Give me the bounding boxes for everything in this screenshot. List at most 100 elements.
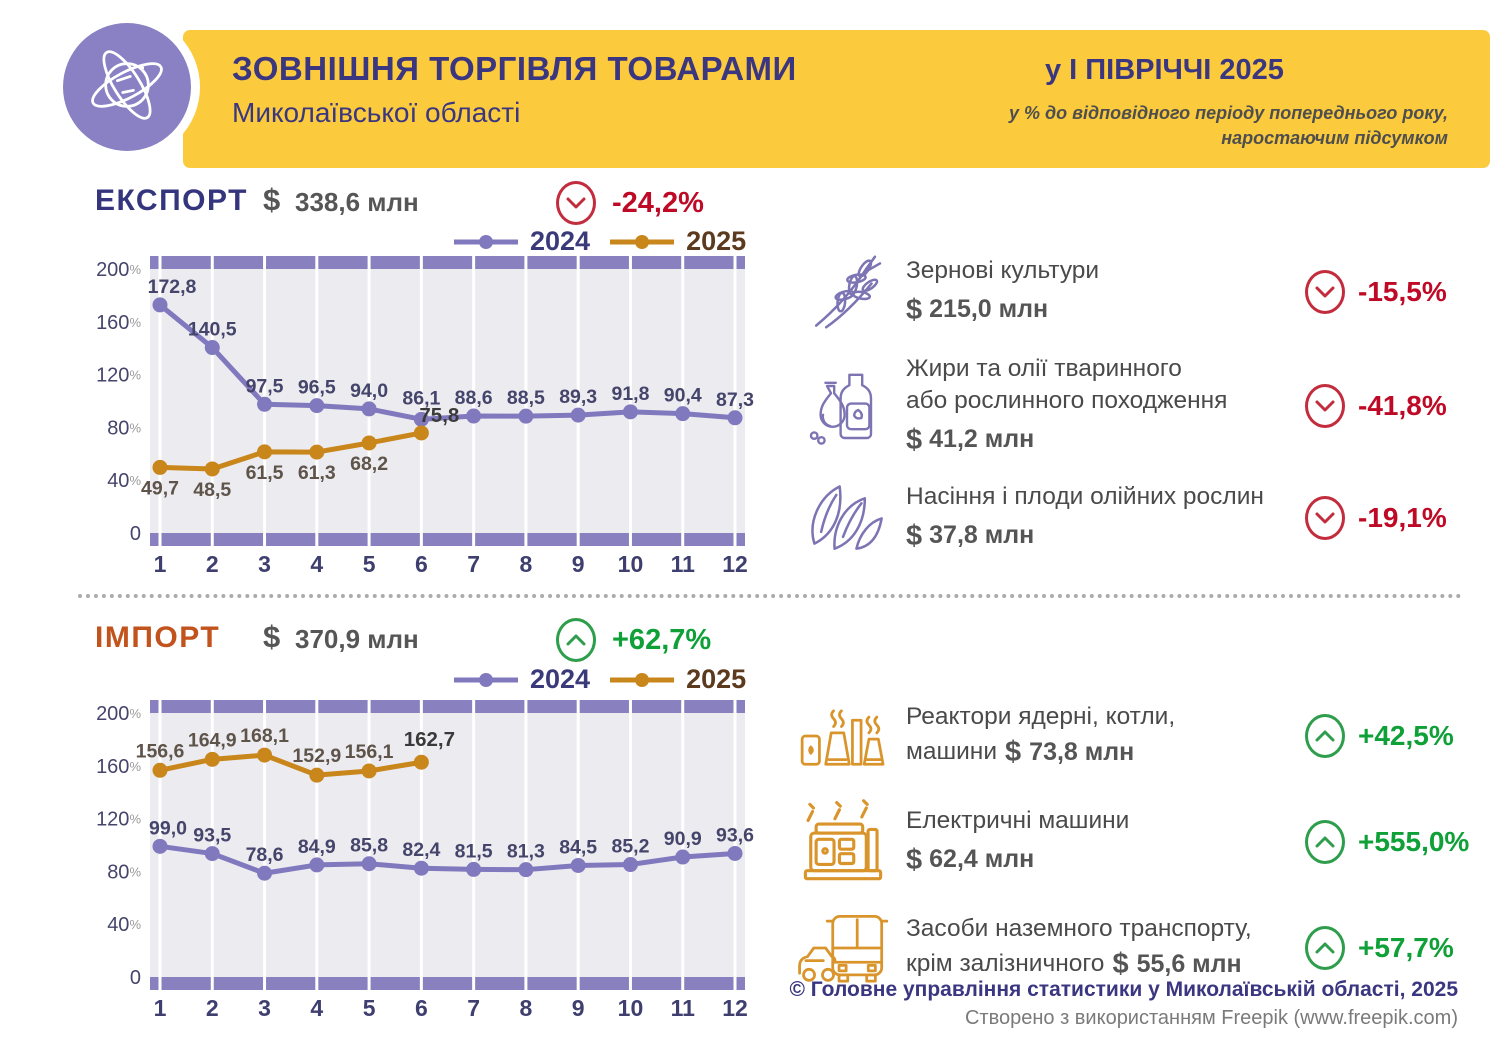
svg-text:75,8: 75,8 — [419, 404, 459, 427]
svg-text:88,5: 88,5 — [507, 387, 545, 409]
svg-text:91,8: 91,8 — [611, 383, 649, 405]
svg-text:82,4: 82,4 — [402, 839, 440, 861]
arrow-down-circle-icon — [1305, 384, 1345, 428]
export-currency-symbol: $ — [263, 182, 281, 217]
svg-text:89,3: 89,3 — [559, 386, 597, 408]
svg-text:164,9: 164,9 — [188, 729, 237, 751]
svg-text:10: 10 — [618, 551, 644, 577]
svg-text:7: 7 — [467, 551, 480, 577]
svg-text:61,5: 61,5 — [246, 462, 284, 484]
ground-transport-icon — [798, 902, 888, 994]
section-divider — [78, 594, 1462, 598]
svg-text:3: 3 — [258, 551, 271, 577]
legend-item-2025: 2025 — [608, 226, 746, 257]
legend-2024-swatch-icon — [452, 664, 520, 695]
change-badge: +555,0% — [1305, 820, 1482, 864]
import-item-electric-machines: Електричні машини $ 62,4 млн +555,0% — [798, 794, 1482, 890]
import-total-amount: 370,9 млн — [295, 624, 419, 654]
item-label: Зернові культури — [906, 257, 1100, 285]
svg-text:68,2: 68,2 — [350, 453, 388, 475]
svg-text:11: 11 — [671, 995, 696, 1021]
svg-text:120%: 120% — [96, 365, 141, 387]
item-label: Електричні машини — [906, 807, 1130, 835]
export-chart-legend: 2024 2025 — [452, 226, 746, 257]
item-label: Насіння і плоди олійних рослин — [906, 483, 1264, 511]
svg-text:2: 2 — [206, 995, 219, 1021]
electric-machine-icon — [798, 796, 888, 888]
export-change-percent: -24,2% — [612, 186, 704, 219]
wheat-icon — [798, 246, 888, 338]
page-title: ЗОВНІШНЯ ТОРГІВЛЯ ТОВАРАМИ — [232, 50, 797, 87]
page-subtitle-region: Миколаївської області — [232, 97, 521, 128]
svg-text:4: 4 — [310, 995, 323, 1021]
svg-text:90,4: 90,4 — [664, 385, 702, 407]
svg-text:81,3: 81,3 — [507, 841, 545, 863]
arrow-up-circle-icon — [1305, 714, 1345, 758]
import-chart-legend: 2024 2025 — [452, 664, 746, 695]
report-period: у І ПІВРІЧЧІ 2025 — [1045, 54, 1284, 86]
svg-text:93,6: 93,6 — [716, 824, 754, 846]
svg-text:78,6: 78,6 — [246, 844, 284, 866]
svg-text:40%: 40% — [107, 470, 141, 492]
svg-text:85,2: 85,2 — [611, 836, 649, 858]
svg-text:7: 7 — [467, 995, 480, 1021]
svg-text:85,8: 85,8 — [350, 835, 388, 857]
svg-text:200%: 200% — [96, 703, 141, 725]
import-currency-symbol: $ — [263, 619, 281, 654]
svg-text:140,5: 140,5 — [188, 319, 237, 341]
arrow-down-circle-icon — [1305, 496, 1345, 540]
svg-text:1: 1 — [154, 995, 167, 1021]
arrow-up-circle-icon — [1305, 926, 1345, 970]
import-item-ground-transport: Засоби наземного транспорту, крім залізн… — [798, 900, 1482, 996]
svg-text:9: 9 — [572, 551, 585, 577]
svg-text:12: 12 — [722, 995, 748, 1021]
svg-text:96,5: 96,5 — [298, 377, 336, 399]
svg-text:160%: 160% — [96, 756, 141, 778]
svg-text:84,9: 84,9 — [298, 836, 336, 858]
svg-text:97,5: 97,5 — [246, 375, 284, 397]
copyright-line: © Головне управління статистики у Микола… — [789, 978, 1459, 1001]
svg-text:84,5: 84,5 — [559, 836, 597, 858]
svg-text:156,6: 156,6 — [136, 740, 185, 762]
change-badge: +57,7% — [1305, 926, 1482, 970]
svg-text:99,0: 99,0 — [149, 817, 187, 839]
svg-text:4: 4 — [310, 551, 323, 577]
import-change-badge: +62,7% — [556, 618, 711, 662]
export-item-oilseeds: Насіння і плоди олійних рослин $ 37,8 мл… — [798, 470, 1482, 566]
header-banner — [183, 30, 1490, 168]
svg-text:90,9: 90,9 — [664, 828, 702, 850]
item-label: Засоби наземного транспорту, — [906, 914, 1252, 942]
export-change-badge: -24,2% — [556, 181, 704, 225]
import-change-percent: +62,7% — [612, 623, 712, 656]
oilseeds-icon — [798, 472, 888, 564]
item-label: Реактори ядерні, котли, — [906, 702, 1176, 730]
legend-item-2024: 2024 — [452, 226, 590, 257]
item-amount: $ 37,8 млн — [906, 519, 1035, 552]
reactor-icon — [798, 690, 888, 782]
svg-text:8: 8 — [520, 995, 533, 1021]
import-item-reactors: Реактори ядерні, котли, машини $ 73,8 мл… — [798, 688, 1482, 784]
svg-text:5: 5 — [363, 551, 376, 577]
arrow-up-circle-icon — [556, 618, 596, 662]
svg-text:6: 6 — [415, 551, 428, 577]
svg-text:93,5: 93,5 — [193, 825, 231, 847]
export-total-amount: 338,6 млн — [295, 187, 419, 217]
svg-text:0: 0 — [130, 967, 141, 989]
methodology-note: у % до відповідного періоду попереднього… — [1008, 103, 1448, 149]
svg-text:168,1: 168,1 — [240, 725, 289, 747]
svg-text:9: 9 — [572, 995, 585, 1021]
item-amount: крім залізничного $ 55,6 млн — [906, 948, 1242, 981]
svg-text:0: 0 — [130, 523, 141, 545]
export-chart: 0 40% 80% 120% 160% 200% 1 2 3 4 5 6 7 8 9 10 11 12 172,8 1… — [85, 246, 763, 588]
svg-text:61,3: 61,3 — [298, 462, 336, 484]
legend-2025-swatch-icon — [608, 226, 676, 257]
svg-text:5: 5 — [363, 995, 376, 1021]
credit-line: Створено з використанням Freepik (www.fr… — [964, 1007, 1458, 1029]
change-badge: -15,5% — [1305, 270, 1482, 314]
oil-bottles-icon — [798, 360, 888, 452]
change-badge: -41,8% — [1305, 384, 1482, 428]
change-badge: +42,5% — [1305, 714, 1482, 758]
change-badge: -19,1% — [1305, 496, 1482, 540]
item-amount: машини $ 73,8 млн — [906, 736, 1135, 769]
svg-text:8: 8 — [520, 551, 533, 577]
